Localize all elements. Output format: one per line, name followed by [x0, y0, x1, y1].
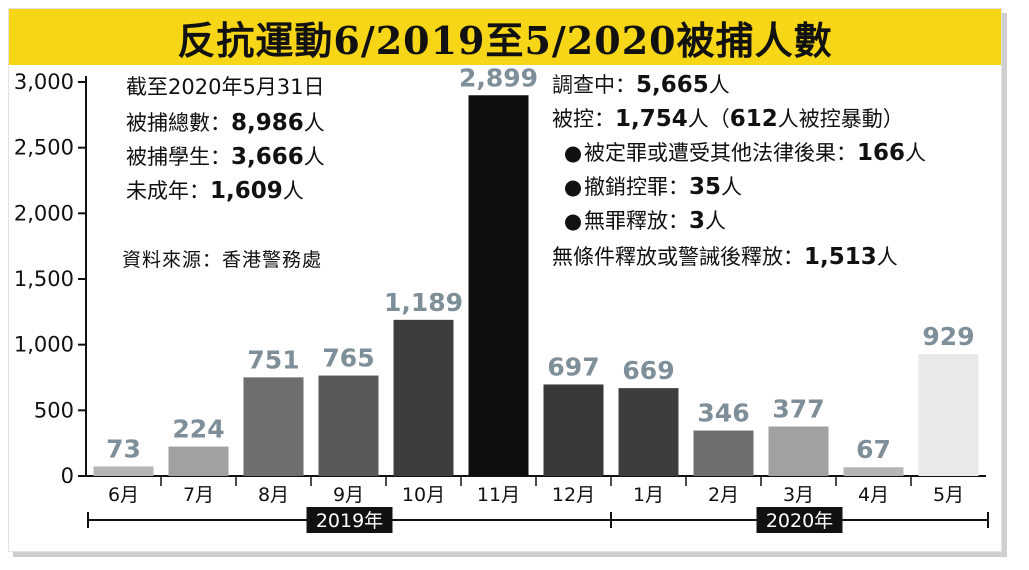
period-label: 2019年 [316, 510, 383, 532]
x-tick-label: 7月 [183, 484, 214, 506]
value-label: 224 [172, 415, 224, 444]
note-extra: 人被控暴動） [777, 107, 904, 131]
note-value: 35 [689, 174, 722, 200]
bar-1 [93, 466, 154, 476]
bar-11 [843, 467, 904, 476]
note-unit: 人 [705, 209, 727, 233]
summary-line: 截至2020年5月31日 [126, 77, 325, 98]
bullet-icon: ● [563, 209, 583, 233]
note-unit: 人 [282, 179, 304, 203]
status-line: ●被定罪或遭受其他法律後果：166人 [562, 142, 926, 165]
note-unit: 人 [303, 145, 325, 169]
source-note: 資料來源：香港警務處 [122, 249, 323, 271]
x-tick-label: 9月 [333, 484, 364, 506]
note-value: 3,666 [231, 144, 304, 170]
x-tick-label: 11月 [477, 484, 520, 506]
summary-line: 被捕學生：3,666人 [126, 146, 325, 169]
note-label: 撤銷控罪： [584, 175, 689, 199]
title-bar: 反抗運動6/2019至5/2020被捕人數 [9, 9, 1001, 65]
x-tick-label: 4月 [858, 484, 889, 506]
note-value: 1,513 [804, 244, 877, 270]
period-label: 2020年 [766, 510, 833, 532]
value-label: 765 [322, 344, 374, 373]
y-tick-label: 0 [61, 464, 74, 488]
bar-6 [468, 95, 529, 477]
bar-3 [243, 377, 304, 476]
y-tick-label: 2,500 [14, 136, 74, 160]
bar-4 [318, 375, 379, 476]
value-label: 2,899 [459, 63, 538, 92]
bar-5 [393, 319, 454, 476]
status-line: 被控：1,754人（612人被控暴動） [552, 108, 904, 131]
value-label: 67 [856, 435, 891, 464]
y-tick-label: 2,000 [14, 201, 74, 225]
x-tick-label: 2月 [708, 484, 739, 506]
y-tick-label: 3,000 [14, 70, 74, 94]
note-label: 被捕總數： [126, 111, 231, 135]
x-tick-label: 5月 [933, 484, 964, 506]
bullet-icon: ● [563, 141, 583, 165]
note-unit: 人 [721, 175, 743, 199]
note-label: 被定罪或遭受其他法律後果： [584, 141, 857, 165]
value-label: 751 [247, 345, 299, 374]
status-line: ●無罪釋放：3人 [562, 210, 726, 233]
x-tick-label: 12月 [552, 484, 595, 506]
x-tick-label: 1月 [633, 484, 664, 506]
bar-9 [693, 430, 754, 476]
status-line: 無條件釋放或警誡後釋放：1,513人 [552, 246, 898, 269]
period-label-bg [306, 507, 393, 533]
summary-line: 被捕總數：8,986人 [126, 112, 325, 135]
note-label: 被捕學生： [126, 145, 231, 169]
value-label: 1,189 [384, 288, 463, 317]
summary-line: 未成年：1,609人 [126, 180, 304, 203]
value-label: 377 [772, 394, 824, 423]
note-value: 1,609 [210, 178, 283, 204]
value-label: 73 [106, 434, 141, 463]
bar-10 [768, 426, 829, 476]
note-label: 未成年： [126, 179, 210, 203]
value-label: 929 [922, 322, 974, 351]
note-value: 8,986 [231, 110, 304, 136]
y-tick-label: 500 [34, 398, 74, 422]
value-label: 669 [622, 356, 674, 385]
note-label: 調查中： [552, 73, 636, 97]
x-tick-label: 6月 [108, 484, 139, 506]
bar-8 [618, 388, 679, 476]
note-value: 166 [857, 140, 906, 166]
status-line: ●撤銷控罪：35人 [562, 176, 742, 199]
x-tick-label: 3月 [783, 484, 814, 506]
note-value: 5,665 [636, 72, 709, 98]
note-value: 3 [689, 208, 706, 234]
period-label-bg [756, 507, 843, 533]
bar-2 [168, 446, 229, 476]
note-label: 截至2020年5月31日 [126, 75, 325, 99]
note-unit: 人（ [687, 107, 730, 131]
note-extra-value: 612 [729, 106, 778, 132]
y-tick-label: 1,000 [14, 333, 74, 357]
note-label: 被控： [552, 107, 615, 131]
value-label: 697 [547, 352, 599, 381]
bullet-icon: ● [563, 175, 583, 199]
x-tick-label: 8月 [258, 484, 289, 506]
note-unit: 人 [303, 111, 325, 135]
note-label: 無罪釋放： [584, 209, 689, 233]
note-label: 無條件釋放或警誡後釋放： [552, 245, 804, 269]
note-unit: 人 [905, 141, 927, 165]
value-label: 346 [697, 399, 749, 428]
chart-title: 反抗運動6/2019至5/2020被捕人數 [177, 17, 833, 63]
status-line: 調查中：5,665人 [552, 74, 730, 97]
note-value: 1,754 [615, 106, 688, 132]
x-tick-label: 10月 [402, 484, 445, 506]
bar-12 [918, 353, 979, 476]
bar-7 [543, 384, 604, 476]
note-unit: 人 [876, 245, 898, 269]
y-tick-label: 1,500 [14, 267, 74, 291]
note-unit: 人 [708, 73, 730, 97]
